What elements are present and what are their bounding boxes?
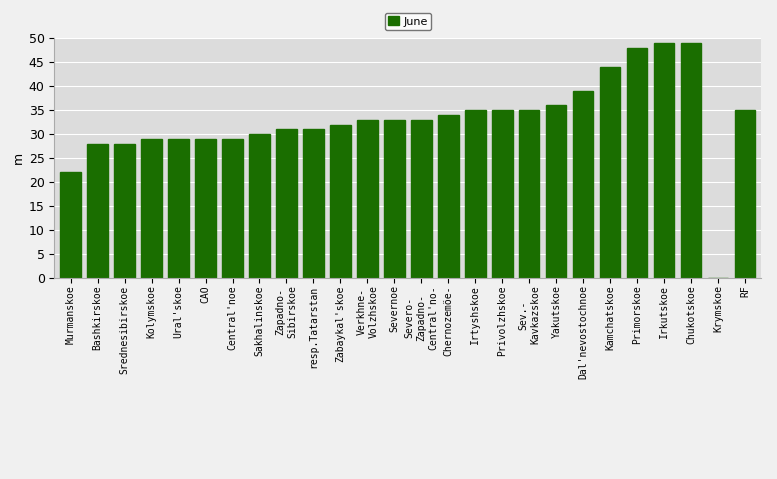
Bar bbox=[465, 110, 486, 278]
Bar bbox=[411, 120, 431, 278]
Bar bbox=[493, 110, 513, 278]
Bar bbox=[654, 43, 674, 278]
Bar bbox=[573, 91, 594, 278]
Bar bbox=[277, 129, 297, 278]
Bar bbox=[88, 144, 108, 278]
Bar bbox=[141, 139, 162, 278]
Bar bbox=[546, 105, 566, 278]
Bar bbox=[519, 110, 539, 278]
Bar bbox=[357, 120, 378, 278]
Bar bbox=[735, 110, 755, 278]
Bar bbox=[169, 139, 189, 278]
Bar bbox=[303, 129, 323, 278]
Bar bbox=[114, 144, 134, 278]
Bar bbox=[222, 139, 242, 278]
Bar bbox=[681, 43, 702, 278]
Bar bbox=[330, 125, 350, 278]
Legend: June: June bbox=[385, 13, 431, 30]
Y-axis label: m: m bbox=[12, 152, 25, 164]
Bar bbox=[600, 67, 621, 278]
Bar bbox=[195, 139, 216, 278]
Bar bbox=[385, 120, 405, 278]
Bar bbox=[438, 115, 458, 278]
Bar bbox=[249, 134, 270, 278]
Bar bbox=[61, 172, 81, 278]
Bar bbox=[627, 48, 647, 278]
